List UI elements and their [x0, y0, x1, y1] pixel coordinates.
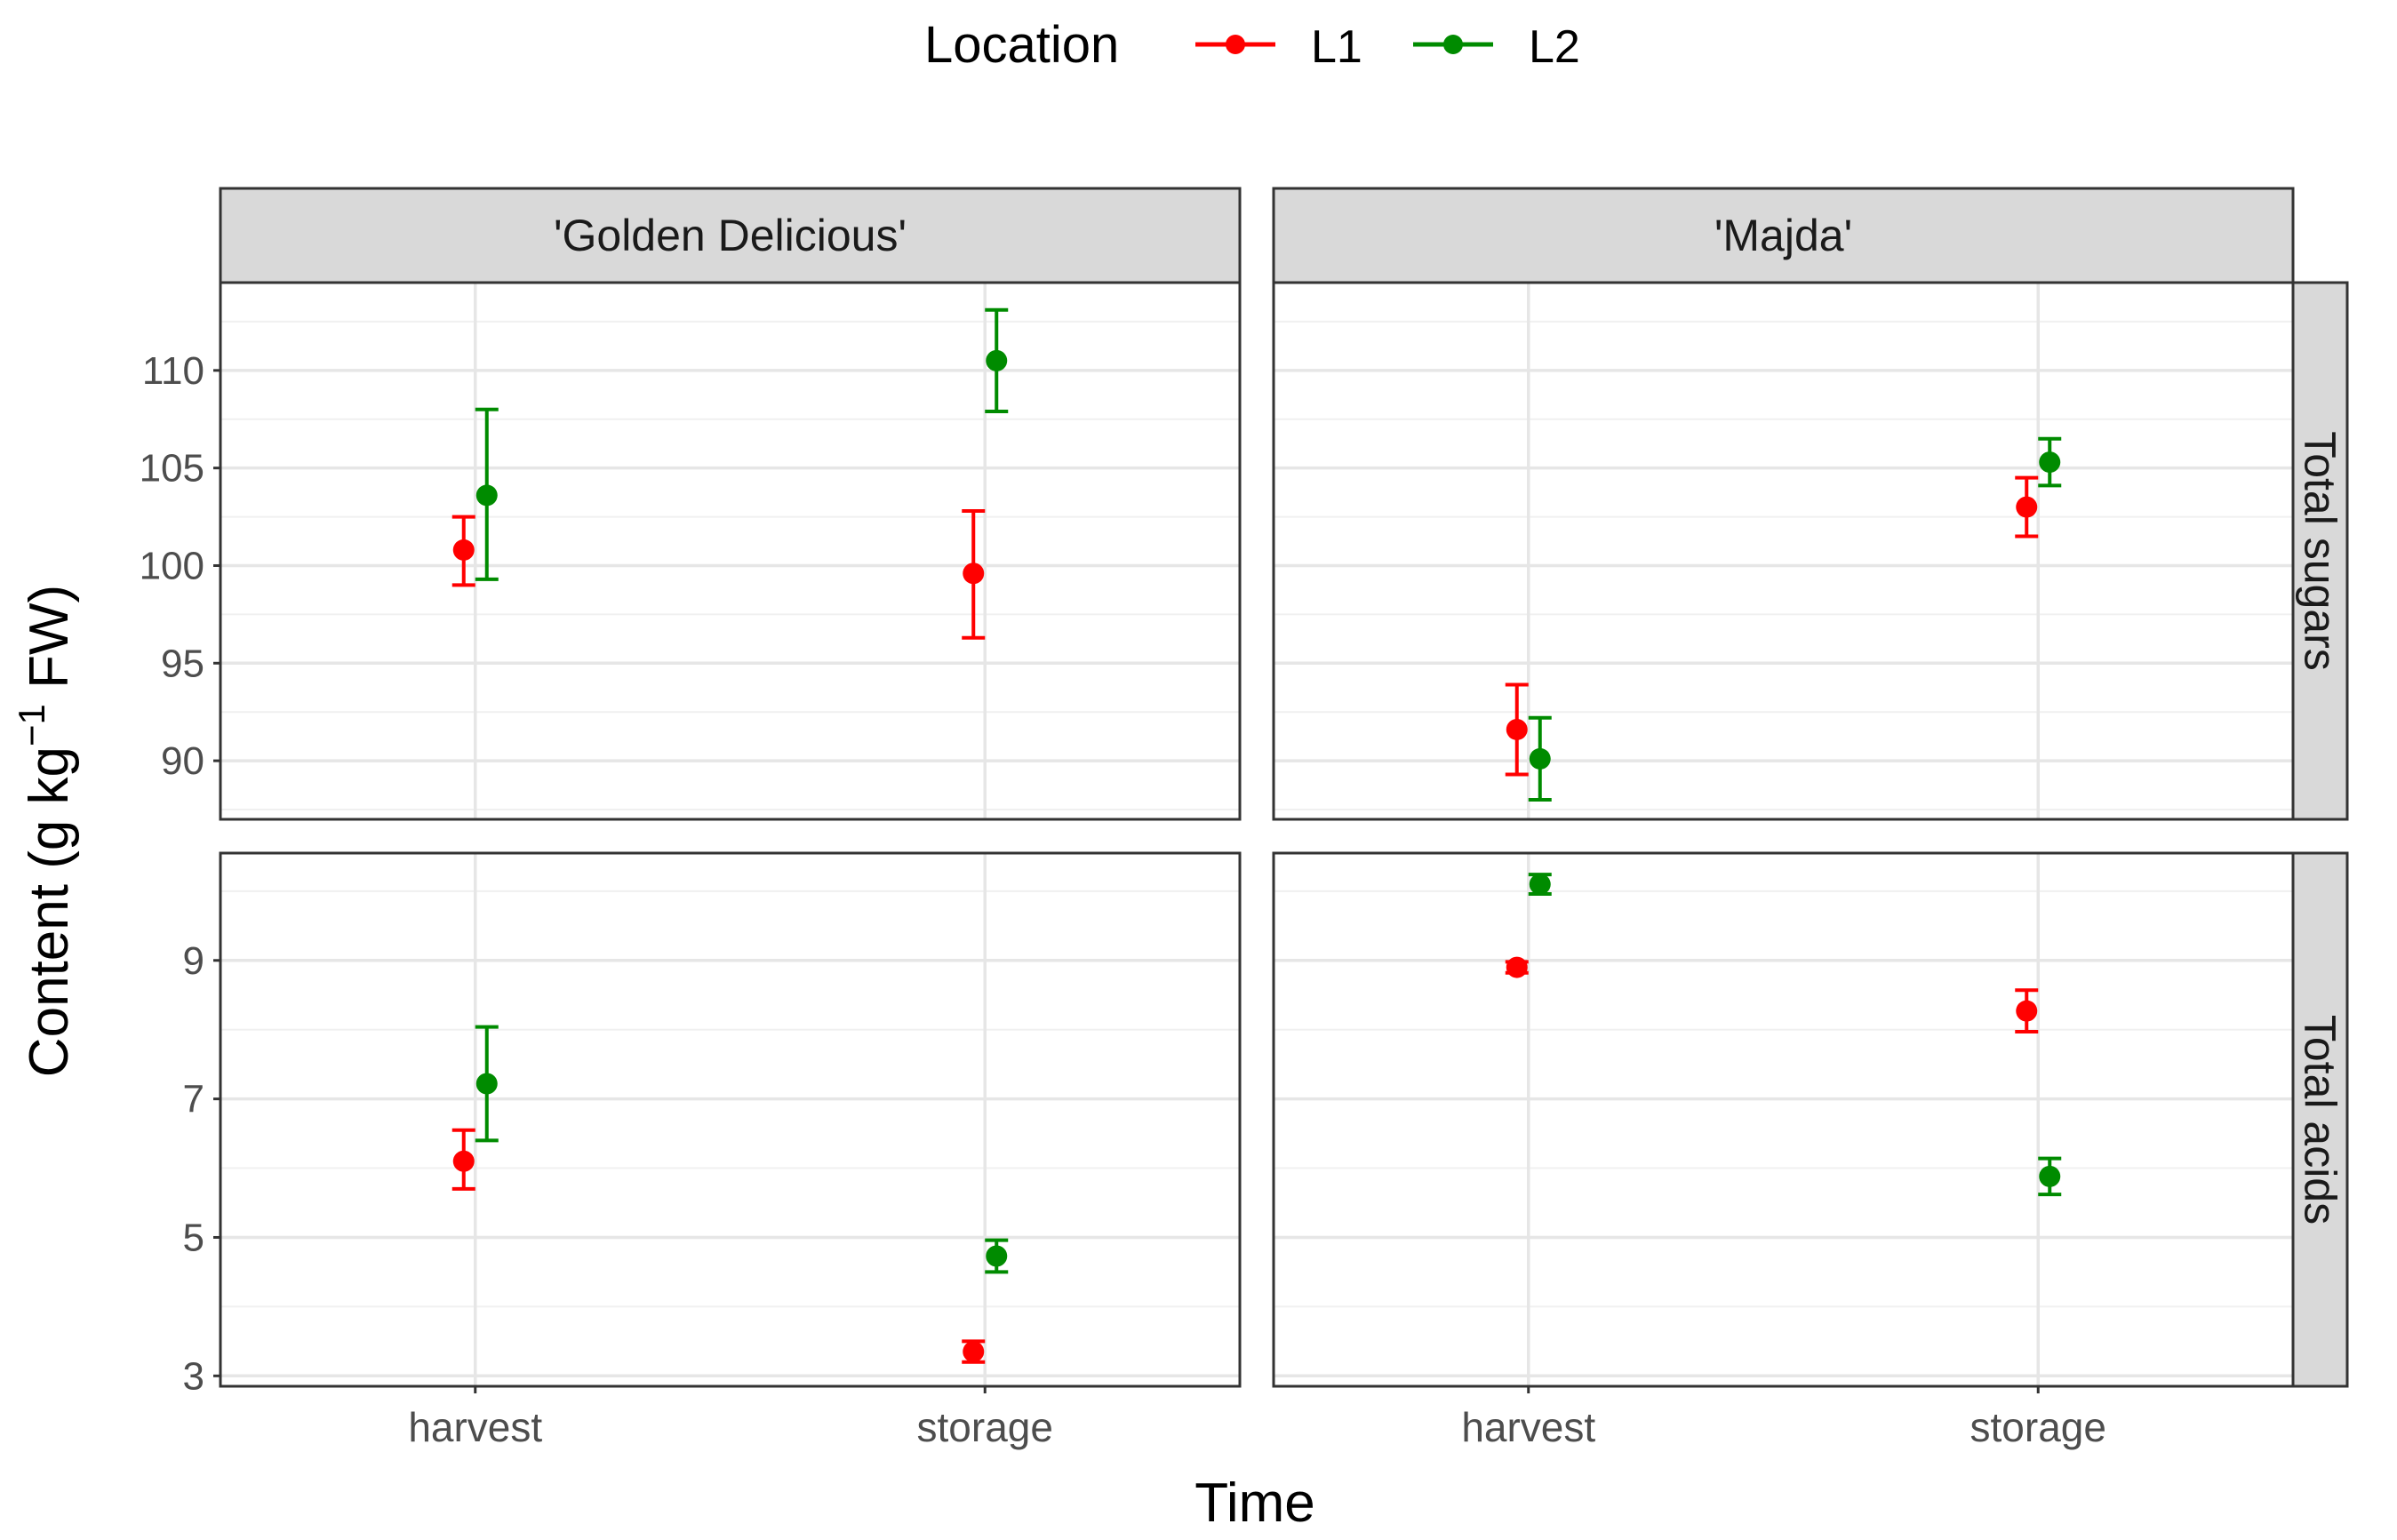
- x-tick-label-storage: storage: [917, 1404, 1053, 1450]
- panel-background: [1274, 853, 2293, 1386]
- legend-item-l2: L2: [1413, 21, 1580, 73]
- facet-strip-majda: 'Majda': [1272, 187, 2295, 284]
- point-marker: [2039, 451, 2061, 474]
- y-tick-label: 110: [142, 349, 204, 393]
- data-point-l2-storage: [985, 307, 1009, 413]
- panel-border: [219, 281, 1242, 821]
- x-tick-label-storage: storage: [1970, 1404, 2106, 1450]
- y-tick-label: 105: [140, 447, 204, 491]
- point-marker: [986, 1245, 1008, 1267]
- y-tick-label: 7: [183, 1078, 204, 1121]
- panel-border: [1272, 851, 2295, 1388]
- y-tick-label: 9: [183, 939, 204, 983]
- point-marker: [1506, 956, 1528, 978]
- data-point-l2-storage: [985, 1238, 1009, 1274]
- point-marker: [452, 1150, 475, 1172]
- data-point-l1-storage: [962, 1339, 986, 1364]
- point-marker: [475, 484, 498, 507]
- point-marker: [2039, 1165, 2061, 1187]
- x-tick-label-harvest: harvest: [1461, 1404, 1595, 1450]
- facet-strip-bg: [2291, 281, 2349, 821]
- panel-total-acids-majda: harvest storage: [1272, 851, 2295, 1450]
- legend-key-point: [1226, 35, 1245, 54]
- data-point-l1-harvest: [1505, 956, 1529, 978]
- panel-background: [220, 853, 1240, 1386]
- data-point-l1-storage: [962, 508, 986, 640]
- y-tick-label: 3: [183, 1354, 204, 1398]
- x-tick-label-harvest: harvest: [408, 1404, 542, 1450]
- data-point-l2-storage: [2038, 1156, 2062, 1197]
- data-point-l1-storage: [2015, 475, 2039, 539]
- facet-strip-label: Total sugars: [2296, 431, 2345, 671]
- legend-title: Location: [924, 16, 1119, 74]
- data-point-l2-storage: [2038, 436, 2062, 488]
- point-marker: [2016, 496, 2038, 518]
- y-tick-label: 5: [183, 1216, 204, 1259]
- point-marker: [475, 1073, 498, 1095]
- panel-border: [1272, 281, 2295, 821]
- legend-label-l1: L1: [1311, 21, 1362, 73]
- data-point-l1-harvest: [1505, 682, 1529, 777]
- y-tick-label: 90: [161, 739, 204, 783]
- point-marker: [963, 563, 985, 585]
- panel-background: [1274, 283, 2293, 819]
- data-point-l1-harvest: [451, 1128, 475, 1191]
- point-marker: [986, 349, 1008, 371]
- panel-border: [219, 851, 1242, 1388]
- data-point-l1-storage: [2015, 988, 2039, 1034]
- panel-background: [220, 283, 1240, 819]
- facet-strip-label: 'Majda': [1714, 211, 1852, 260]
- panel-total-sugars-majda: [1272, 281, 2295, 821]
- point-marker: [1506, 718, 1528, 740]
- y-tick-label: 100: [140, 544, 204, 587]
- legend-item-l1: L1: [1195, 21, 1362, 73]
- data-point-l2-harvest: [1528, 873, 1552, 896]
- point-marker: [963, 1341, 985, 1363]
- point-marker: [1529, 874, 1551, 896]
- panel-total-acids-golden-delicious: 3 5 7 9 harvest storage: [183, 851, 1242, 1450]
- panel-total-sugars-golden-delicious: 90 95 100 105 110: [140, 281, 1242, 821]
- facet-strip-bg: [1272, 187, 2295, 284]
- legend: Location L1 L2: [924, 16, 1580, 74]
- y-tick-label: 95: [161, 642, 204, 685]
- y-axis-title: Content (g kg−1 FW): [11, 585, 80, 1077]
- facet-strip-label: Total acids: [2296, 1015, 2345, 1225]
- point-marker: [1529, 747, 1551, 770]
- facet-strip-label: 'Golden Delicious': [554, 211, 907, 260]
- y-axis-title-suffix: FW): [19, 585, 80, 704]
- facet-strip-total-acids: Total acids: [2291, 851, 2349, 1388]
- y-axis-title-superscript: −1: [11, 704, 52, 746]
- data-point-l2-harvest: [1528, 715, 1552, 802]
- y-axis-title-prefix: Content (g kg: [19, 746, 80, 1077]
- data-point-l2-harvest: [475, 1025, 499, 1143]
- point-marker: [2016, 1000, 2038, 1022]
- data-point-l1-harvest: [451, 515, 475, 587]
- facet-strip-golden-delicious: 'Golden Delicious': [219, 187, 1242, 284]
- data-point-l2-harvest: [475, 407, 499, 581]
- facet-strip-total-sugars: Total sugars: [2291, 281, 2349, 821]
- legend-label-l2: L2: [1529, 21, 1580, 73]
- x-axis-title: Time: [1195, 1472, 1314, 1534]
- legend-key-point: [1443, 35, 1463, 54]
- point-marker: [452, 539, 475, 561]
